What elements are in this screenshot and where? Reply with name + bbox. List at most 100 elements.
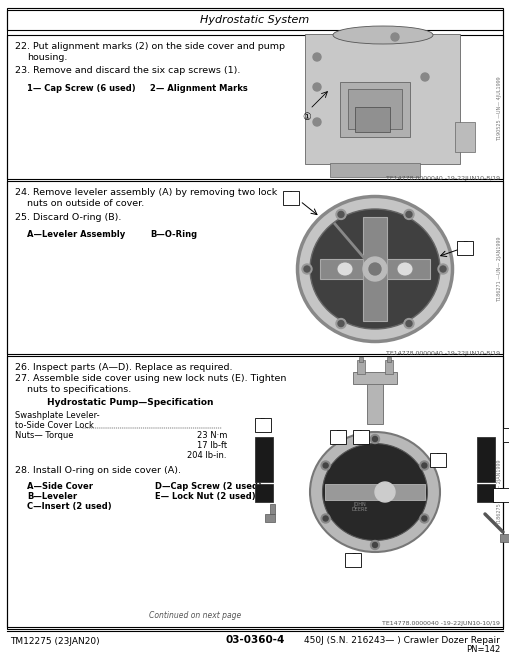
Text: housing.: housing.	[27, 53, 67, 62]
Bar	[254, 437, 272, 482]
Text: T186271 —UN— 2JAN1999: T186271 —UN— 2JAN1999	[496, 237, 501, 302]
Bar	[324, 484, 424, 500]
Bar	[499, 534, 509, 542]
Circle shape	[405, 321, 411, 327]
Circle shape	[303, 266, 309, 272]
Circle shape	[362, 257, 386, 281]
Circle shape	[421, 463, 426, 468]
Text: E: E	[259, 418, 264, 427]
Bar	[476, 437, 494, 482]
Bar	[492, 488, 508, 502]
Text: Hydrostatic Pump—Specification: Hydrostatic Pump—Specification	[47, 398, 213, 407]
Text: TM12275 (23JAN20): TM12275 (23JAN20)	[10, 637, 99, 646]
Text: 204 lb-in.: 204 lb-in.	[187, 451, 227, 460]
Text: E— Lock Nut (2 used): E— Lock Nut (2 used)	[155, 492, 255, 501]
Text: 25. Discard O-ring (B).: 25. Discard O-ring (B).	[15, 213, 121, 222]
Text: TE14778.0000040 -19-22JUN10-8/19: TE14778.0000040 -19-22JUN10-8/19	[385, 176, 499, 181]
Bar	[344, 553, 360, 567]
Bar	[456, 241, 472, 255]
Text: C—Insert (2 used): C—Insert (2 used)	[27, 502, 111, 511]
Circle shape	[439, 266, 445, 272]
Ellipse shape	[396, 262, 412, 276]
Text: 22. Put alignment marks (2) on the side cover and pump: 22. Put alignment marks (2) on the side …	[15, 42, 285, 51]
Circle shape	[372, 436, 377, 442]
Text: A: A	[288, 191, 294, 200]
Text: 2— Alignment Marks: 2— Alignment Marks	[150, 84, 247, 93]
Text: Continued on next page: Continued on next page	[149, 611, 241, 620]
Text: A: A	[357, 430, 363, 439]
Circle shape	[403, 210, 413, 219]
Text: T190525 —UN— 4JUL1999: T190525 —UN— 4JUL1999	[496, 77, 501, 141]
Text: C: C	[349, 553, 355, 562]
Bar	[366, 379, 382, 424]
Circle shape	[370, 541, 379, 549]
Text: TE14778.0000040 -19-22JUN10-8/19: TE14778.0000040 -19-22JUN10-8/19	[385, 351, 499, 356]
Circle shape	[405, 212, 411, 217]
Bar	[7, 10, 502, 30]
Circle shape	[420, 73, 428, 81]
Circle shape	[313, 83, 320, 91]
Bar	[476, 484, 494, 502]
Bar	[429, 453, 445, 467]
Circle shape	[313, 53, 320, 61]
Circle shape	[437, 264, 447, 274]
Text: Nuts— Torque: Nuts— Torque	[15, 431, 73, 440]
Circle shape	[374, 482, 394, 502]
Bar	[454, 122, 474, 152]
Bar	[354, 107, 389, 132]
Bar	[254, 418, 270, 432]
Circle shape	[313, 118, 320, 126]
Bar	[358, 357, 362, 362]
Bar	[352, 430, 369, 444]
Text: 24. Remove leveler assembly (A) by removing two lock: 24. Remove leveler assembly (A) by remov…	[15, 188, 277, 197]
Bar	[352, 372, 396, 384]
Text: E: E	[507, 428, 509, 437]
Circle shape	[421, 516, 426, 521]
Bar	[7, 35, 502, 179]
Ellipse shape	[297, 196, 451, 342]
Ellipse shape	[309, 432, 439, 552]
Text: T186275 —UN— 2JAN1999: T186275 —UN— 2JAN1999	[496, 459, 501, 525]
Bar	[329, 430, 345, 444]
Circle shape	[419, 461, 428, 470]
Circle shape	[335, 319, 345, 328]
Circle shape	[372, 543, 377, 547]
Text: to-Side Cover Lock: to-Side Cover Lock	[15, 421, 94, 430]
Text: A—Leveler Assembly: A—Leveler Assembly	[27, 230, 125, 239]
Text: Swashplate Leveler-: Swashplate Leveler-	[15, 411, 99, 420]
Bar	[362, 217, 386, 321]
Text: B: B	[434, 453, 440, 462]
Circle shape	[370, 434, 379, 443]
Circle shape	[321, 461, 329, 470]
Text: B: B	[461, 241, 467, 250]
Text: B—Leveler: B—Leveler	[27, 492, 77, 501]
Circle shape	[323, 516, 327, 521]
Text: B—O-Ring: B—O-Ring	[150, 230, 197, 239]
Text: PN=142: PN=142	[465, 645, 499, 654]
Circle shape	[301, 264, 312, 274]
Text: 23 N·m: 23 N·m	[196, 431, 227, 440]
Circle shape	[335, 210, 345, 219]
Text: 03-0360-4: 03-0360-4	[225, 635, 284, 645]
Bar	[304, 34, 459, 164]
Bar	[340, 82, 409, 137]
Ellipse shape	[332, 26, 432, 44]
Text: ②: ②	[389, 97, 397, 106]
Bar	[319, 259, 429, 279]
Text: JOHN
DEERE: JOHN DEERE	[351, 501, 367, 512]
Circle shape	[369, 263, 380, 275]
Bar	[384, 360, 392, 374]
Text: 450J (S.N. 216243— ) Crawler Dozer Repair: 450J (S.N. 216243— ) Crawler Dozer Repai…	[303, 636, 499, 645]
Text: D: D	[497, 488, 503, 497]
Text: nuts to specifications.: nuts to specifications.	[27, 385, 131, 394]
Ellipse shape	[309, 209, 439, 329]
Bar	[386, 357, 390, 362]
Bar	[265, 514, 274, 522]
Bar	[7, 356, 502, 627]
Circle shape	[323, 463, 327, 468]
Circle shape	[403, 319, 413, 328]
Bar	[269, 504, 274, 514]
Text: Hydrostatic System: Hydrostatic System	[200, 15, 309, 25]
Text: 26. Inspect parts (A—D). Replace as required.: 26. Inspect parts (A—D). Replace as requ…	[15, 363, 232, 372]
Ellipse shape	[322, 443, 427, 541]
